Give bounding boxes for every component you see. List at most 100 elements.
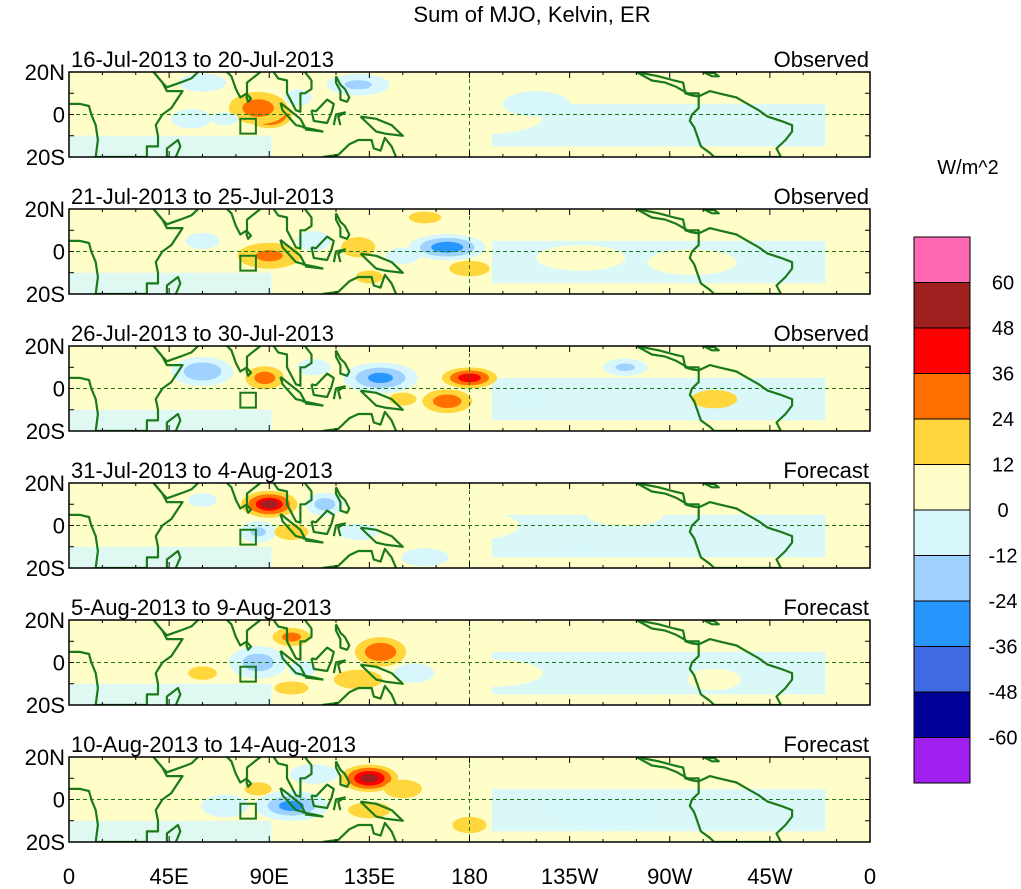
- colorbar: W/m^2 60 48 36 24 12 0 -12 -24 -36 -48 -60: [913, 157, 1017, 784]
- contour-blob: [185, 232, 220, 250]
- lat-tick-label: 20N: [25, 745, 65, 770]
- coastline: [245, 93, 253, 103]
- contour-blob: [408, 211, 442, 224]
- coastline: [322, 547, 398, 568]
- coastline: [245, 778, 253, 788]
- coastline: [245, 504, 253, 514]
- colorbar-level-label: 0: [997, 500, 1008, 522]
- coastline: [334, 486, 351, 514]
- contour-blob: [178, 73, 227, 92]
- panel-period: 5-Aug-2013 to 9-Aug-2013: [71, 595, 332, 620]
- coastline: [310, 98, 335, 125]
- coastline: [272, 209, 313, 250]
- coastline: [302, 811, 324, 818]
- contour-blob: [433, 394, 462, 409]
- contour-blob: [247, 388, 314, 410]
- coastline: [152, 72, 199, 89]
- lon-tick-label: 135E: [344, 864, 395, 889]
- contour-blob: [183, 362, 222, 381]
- coastline: [165, 549, 182, 568]
- coastline: [359, 389, 404, 411]
- colorbar-unit: W/m^2: [937, 157, 999, 179]
- panel-status: Observed: [774, 321, 869, 346]
- colorbar-level-label: 48: [992, 318, 1014, 340]
- coastline: [220, 209, 262, 236]
- coastline: [302, 263, 324, 270]
- coastline: [310, 372, 335, 399]
- lat-tick-label: 0: [53, 514, 65, 539]
- contour-blob: [566, 545, 595, 557]
- coastline: [272, 346, 313, 387]
- lon-tick-label: 90W: [647, 864, 692, 889]
- lat-tick-label: 0: [53, 788, 65, 813]
- coastline: [152, 209, 199, 226]
- colorbar-swatch: [913, 600, 971, 647]
- lon-tick-label: 0: [63, 864, 75, 889]
- lat-tick-label: 20N: [25, 608, 65, 633]
- region-box: [239, 802, 257, 820]
- panel-status: Forecast: [783, 458, 869, 483]
- contour-blob: [344, 80, 372, 90]
- colorbar-swatch: [913, 282, 971, 329]
- lat-tick-label: 20N: [25, 471, 65, 496]
- lat-tick-label: 20N: [25, 197, 65, 222]
- coastline: [220, 72, 262, 99]
- coastline: [220, 483, 262, 510]
- colorbar-swatch: [913, 236, 971, 283]
- contour-blob: [282, 632, 301, 642]
- panel-status: Observed: [774, 184, 869, 209]
- lat-tick-label: 20N: [25, 334, 65, 359]
- chart-title: Sum of MJO, Kelvin, ER: [413, 2, 650, 27]
- lat-tick-label: 20S: [26, 693, 65, 718]
- coastline: [152, 483, 199, 500]
- contour-blob: [586, 503, 664, 526]
- contour-blob: [508, 391, 542, 407]
- panel-period: 10-Aug-2013 to 14-Aug-2013: [71, 732, 356, 757]
- region-box: [239, 528, 257, 546]
- coastline: [332, 659, 346, 674]
- coastline: [302, 126, 324, 133]
- panel-period: 16-Jul-2013 to 20-Jul-2013: [71, 47, 334, 72]
- coastline: [69, 346, 184, 431]
- lat-tick-label: 0: [53, 103, 65, 128]
- contour-blob: [393, 663, 435, 683]
- coastline: [334, 75, 351, 103]
- panel-2: 21-Jul-2013 to 25-Jul-2013 Observed 20N 0 20…: [25, 184, 871, 307]
- contour-blob: [547, 793, 659, 828]
- contour-blob: [452, 816, 487, 834]
- contour-blob: [260, 500, 279, 509]
- coastline: [69, 72, 184, 157]
- coastline: [69, 209, 184, 294]
- region-box: [239, 117, 257, 135]
- contour-blob: [383, 779, 422, 799]
- coastline: [688, 501, 794, 568]
- lat-tick-label: 0: [53, 651, 65, 676]
- coastline: [688, 775, 794, 842]
- coastline: [359, 526, 404, 548]
- coastline: [322, 136, 398, 157]
- anomaly-field: [69, 757, 826, 842]
- colorbar-swatch: [913, 646, 971, 693]
- coastline: [688, 638, 794, 705]
- coastline: [688, 364, 794, 431]
- region-box: [239, 254, 257, 272]
- coastline: [334, 623, 351, 651]
- coastline: [310, 509, 335, 536]
- lon-tick-label: 135W: [541, 864, 599, 889]
- panel-period: 26-Jul-2013 to 30-Jul-2013: [71, 321, 334, 346]
- coastline: [332, 248, 346, 263]
- coastline: [165, 412, 182, 431]
- contour-blob: [431, 241, 464, 253]
- coastline: [165, 686, 182, 705]
- coastline: [310, 646, 335, 673]
- panel-status: Observed: [774, 47, 869, 72]
- coastline: [245, 230, 253, 240]
- coastline: [165, 823, 182, 842]
- lon-tick-label: 45E: [150, 864, 189, 889]
- panel-6: 10-Aug-2013 to 14-Aug-2013 Forecast 20N 0 20…: [25, 732, 871, 855]
- contour-blob: [615, 363, 635, 371]
- lon-tick-label: 45W: [747, 864, 792, 889]
- region-box: [239, 391, 257, 409]
- contour-blob: [536, 245, 626, 271]
- lon-tick-label: 0: [864, 864, 876, 889]
